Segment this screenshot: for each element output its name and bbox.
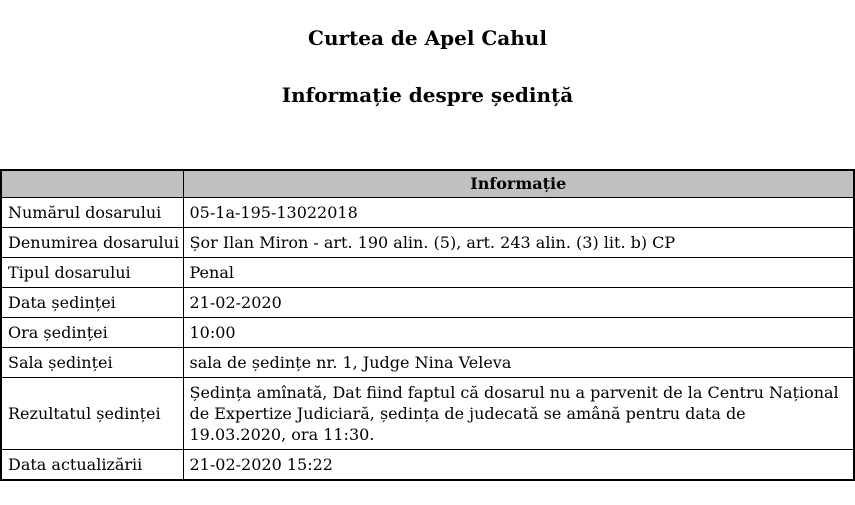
row-label-case-type: Tipul dosarului <box>0 257 184 288</box>
table-row: Rezultatul ședinței Ședința amînată, Dat… <box>0 377 855 450</box>
table-row: Sala ședinței sala de ședințe nr. 1, Jud… <box>0 347 855 378</box>
row-value-session-time: 10:00 <box>182 317 855 348</box>
page-subtitle: Informație despre ședință <box>281 83 574 107</box>
empty-header-cell <box>0 169 184 198</box>
table-header-row: Informație <box>0 169 855 198</box>
row-label-case-name: Denumirea dosarului <box>0 227 184 258</box>
table-row: Data actualizării 21-02-2020 15:22 <box>0 449 855 481</box>
table-row: Denumirea dosarului Șor Ilan Miron - art… <box>0 227 855 258</box>
row-value-case-type: Penal <box>182 257 855 288</box>
row-label-session-result: Rezultatul ședinței <box>0 377 184 450</box>
row-label-session-room: Sala ședinței <box>0 347 184 378</box>
table-row: Data ședinței 21-02-2020 <box>0 287 855 318</box>
row-value-case-name: Șor Ilan Miron - art. 190 alin. (5), art… <box>182 227 855 258</box>
row-value-session-result: Ședința amînată, Dat fiind faptul că dos… <box>182 377 855 450</box>
session-info-table: Informație Numărul dosarului 05-1a-195-1… <box>0 169 855 481</box>
table-row: Numărul dosarului 05-1a-195-13022018 <box>0 197 855 228</box>
row-value-case-number: 05-1a-195-13022018 <box>182 197 855 228</box>
table-row: Ora ședinței 10:00 <box>0 317 855 348</box>
row-value-session-date: 21-02-2020 <box>182 287 855 318</box>
row-value-session-room: sala de ședințe nr. 1, Judge Nina Veleva <box>182 347 855 378</box>
row-label-case-number: Numărul dosarului <box>0 197 184 228</box>
row-value-updated-date: 21-02-2020 15:22 <box>182 449 855 481</box>
table-row: Tipul dosarului Penal <box>0 257 855 288</box>
row-label-updated-date: Data actualizării <box>0 449 184 481</box>
row-label-session-time: Ora ședinței <box>0 317 184 348</box>
info-header-cell: Informație <box>182 169 855 198</box>
court-title: Curtea de Apel Cahul <box>308 26 547 50</box>
row-label-session-date: Data ședinței <box>0 287 184 318</box>
